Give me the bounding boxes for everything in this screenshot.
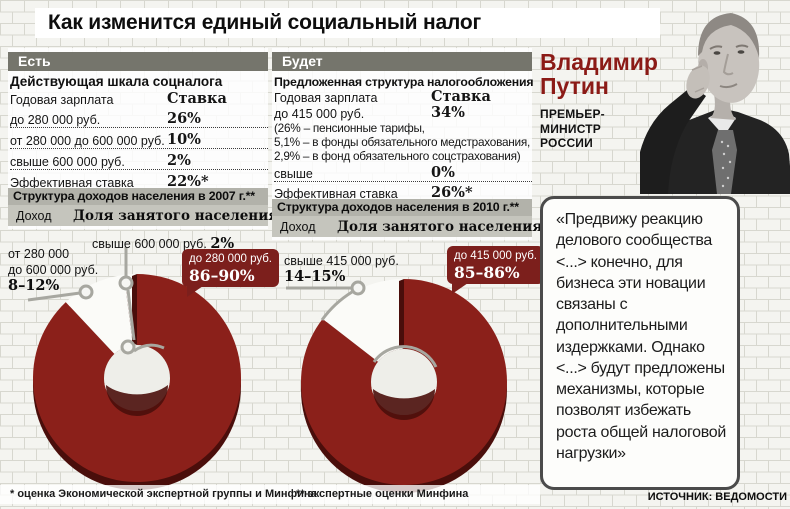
slice-label: свыше 600 000 руб. — [92, 237, 207, 251]
col-share: Доля занятого населения — [73, 207, 279, 224]
now-col-rate: Ставка — [167, 90, 227, 107]
now-subtitle: Действующая шкала соцналога — [10, 74, 223, 89]
row-rate: 34% — [431, 104, 465, 121]
section-2010-columns: Доход Доля занятого населения — [272, 216, 542, 237]
row-rate: 26% — [167, 110, 201, 127]
now-header-bar: Есть — [8, 52, 268, 71]
breakdown-line: 5,1% – в фонды обязательного медстрахова… — [274, 135, 531, 149]
table-row: свыше 0% — [274, 163, 532, 182]
future-header-bar: Будет — [272, 52, 532, 71]
table-row: от 280 000 до 600 000 руб. 10% — [10, 128, 268, 149]
section-2007-columns: Доход Доля занятого населения — [8, 205, 278, 226]
future-col-rate: Ставка — [431, 88, 491, 105]
title-panel — [35, 8, 660, 38]
row-rate: 0% — [431, 164, 455, 181]
row-rate: 2% — [167, 152, 191, 169]
future-table: Годовая зарплата Ставка до 415 000 руб. … — [274, 88, 532, 202]
col-income: Доход — [280, 219, 316, 234]
col-income: Доход — [16, 208, 52, 223]
callout-label: до 415 000 руб. — [454, 250, 537, 262]
row-label: Эффективная ставка — [10, 176, 134, 190]
pie2010-left-label: свыше 415 000 руб. 14–15% — [284, 253, 399, 285]
putin-quote: «Предвижу реакцию делового сообщества <.… — [556, 211, 727, 462]
row-rate: 10% — [167, 131, 201, 148]
quote-box: «Предвижу реакцию делового сообщества <.… — [540, 196, 740, 490]
breakdown-line: 2,9% – в фонд обязательного соцстрахован… — [274, 149, 521, 163]
row-label: Эффективная ставка — [274, 187, 398, 201]
section-2010-band: Структура доходов населения в 2010 г.** — [272, 199, 532, 216]
callout-label: до 280 000 руб. — [189, 253, 272, 265]
slice-value: 8–12% — [8, 277, 60, 294]
col-share: Доля занятого населения — [337, 218, 543, 235]
putin-photo — [640, 13, 790, 194]
slice-value: 2% — [210, 235, 235, 252]
row-label: свыше — [274, 167, 313, 181]
source-credit: ИСТОЧНИК: ВЕДОМОСТИ — [647, 491, 787, 503]
slice-label: от 280 000 — [8, 247, 70, 261]
footnote-2: ** экспертные оценки Минфина — [296, 488, 469, 500]
now-table: Годовая зарплата Ставка до 280 000 руб. … — [10, 90, 268, 191]
table-row: свыше 600 000 руб. 2% — [10, 149, 268, 170]
pie2007-callout: до 280 000 руб. 86–90% — [182, 249, 279, 297]
row-label: до 415 000 руб. — [274, 107, 365, 121]
row-label: до 280 000 руб. — [10, 113, 101, 127]
breakdown-line: (26% – пенсионные тарифы, — [274, 121, 425, 135]
putin-last-name: Путин — [540, 73, 609, 99]
putin-first-name: Владимир — [540, 49, 658, 75]
putin-name: Владимир Путин — [540, 50, 658, 98]
putin-role: ПРЕМЬЕР- МИНИСТР РОССИИ — [540, 107, 605, 150]
row-label: от 280 000 до 600 000 руб. — [10, 134, 165, 148]
future-col-salary: Годовая зарплата — [274, 91, 378, 105]
future-subtitle: Предложенная структура налогообложения — [274, 75, 534, 89]
slice-value: 14–15% — [284, 268, 346, 285]
table-row: до 415 000 руб. 34% — [274, 104, 532, 121]
footnote-1: * оценка Экономической экспертной группы… — [10, 488, 317, 500]
slice-label: свыше 415 000 руб. — [284, 254, 399, 268]
page-title: Как изменится единый социальный налог — [48, 11, 482, 34]
row-label: свыше 600 000 руб. — [10, 155, 125, 169]
callout-value: 86–90% — [189, 266, 255, 285]
slice-label: до 600 000 руб. — [8, 263, 99, 277]
row-rate: 26%* — [431, 184, 473, 201]
future-table-header: Годовая зарплата Ставка — [274, 88, 532, 105]
section-2007-band: Структура доходов населения в 2007 г.** — [8, 188, 268, 205]
row-rate: 22%* — [167, 173, 209, 190]
pie2007-top-label: свыше 600 000 руб. 2% — [92, 236, 234, 252]
callout-value: 85–86% — [454, 263, 520, 282]
pie2007-left-label: от 280 000 до 600 000 руб. 8–12% — [8, 246, 98, 294]
now-table-header: Годовая зарплата Ставка — [10, 90, 268, 107]
now-col-salary: Годовая зарплата — [10, 93, 114, 107]
table-row: до 280 000 руб. 26% — [10, 107, 268, 128]
pie2010-callout: до 415 000 руб. 85–86% — [447, 246, 544, 294]
